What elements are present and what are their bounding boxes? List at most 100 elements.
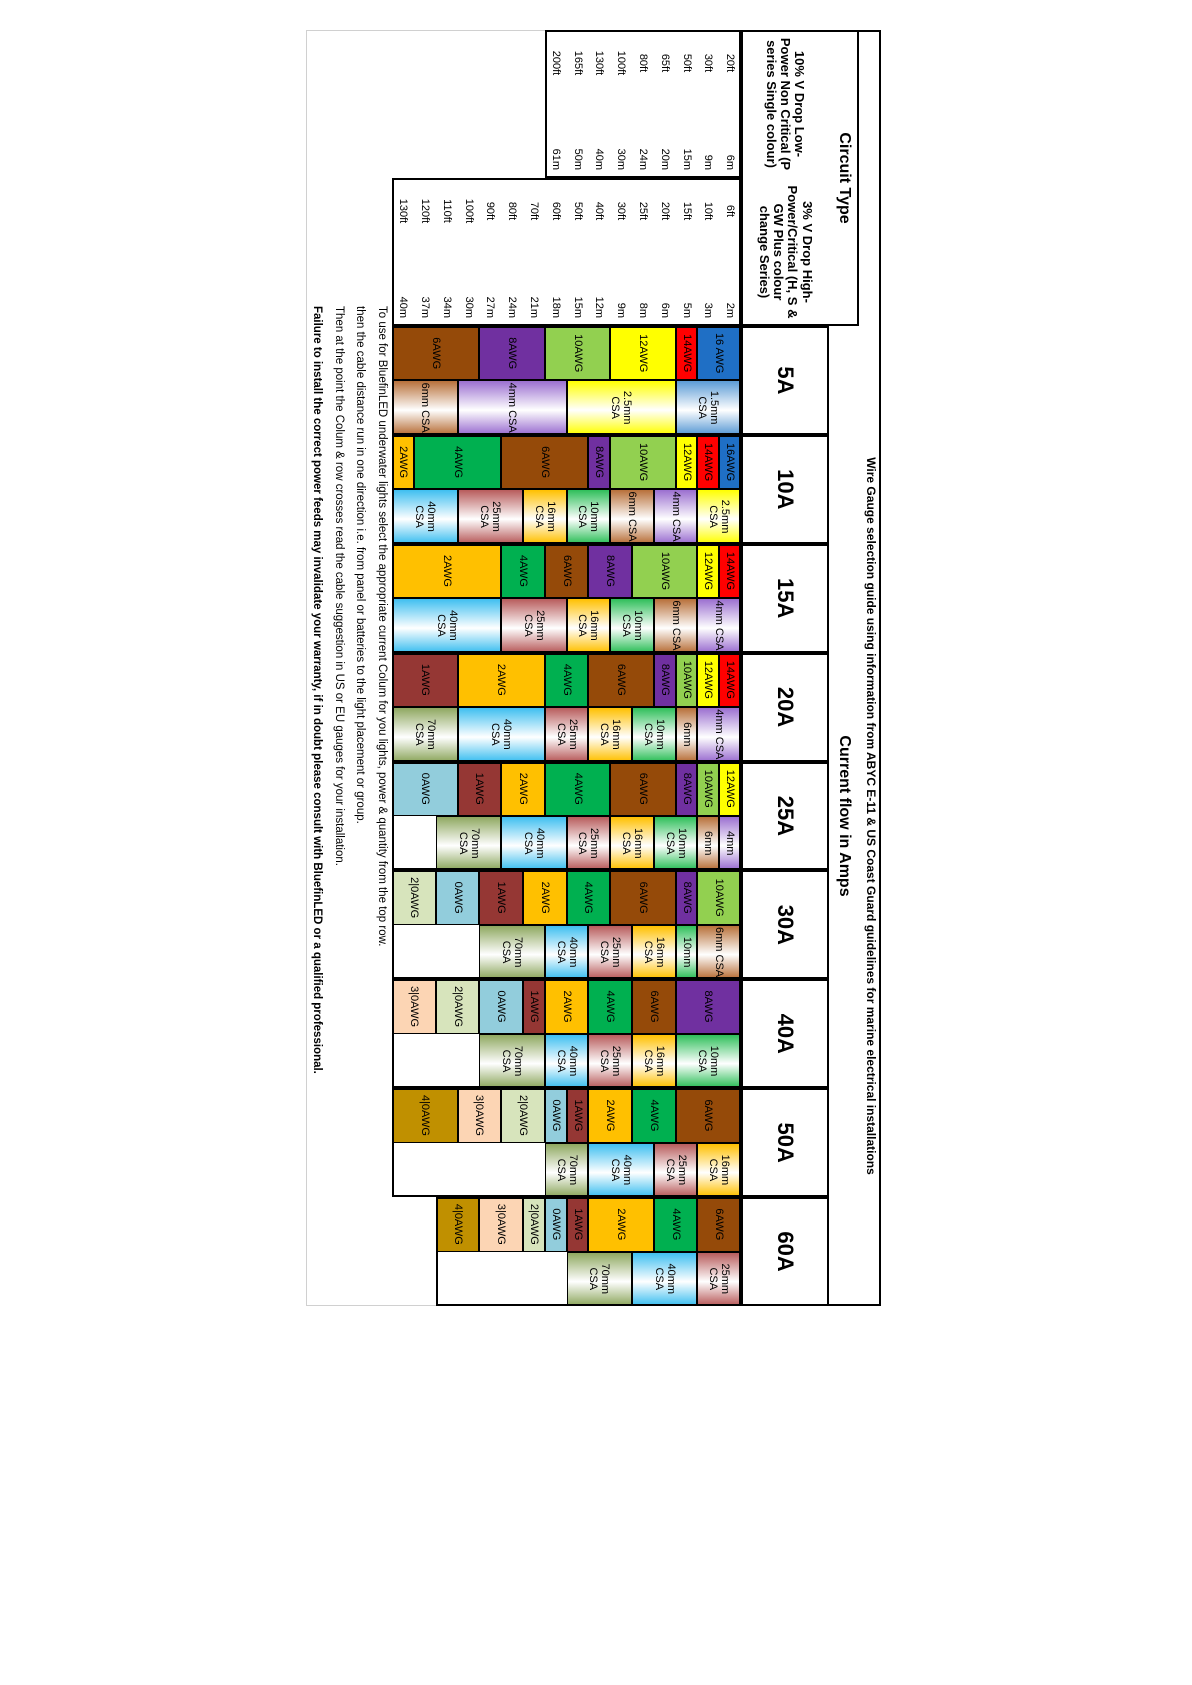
csa-cell: 10mm CSA — [610, 598, 654, 653]
csa-cell: 70mm CSA — [435, 816, 502, 871]
distance: 40ft — [593, 201, 606, 221]
distance: 200ft — [549, 50, 562, 76]
distance: 100ft — [615, 50, 628, 76]
distance: 10ft — [702, 201, 715, 221]
awg-cell: 4AWG — [544, 761, 611, 816]
awg-cell: 2AWG — [457, 652, 545, 708]
awg-cell: 4|0AWG — [392, 1088, 458, 1143]
csa-cell: 6mm CSA — [610, 489, 654, 544]
csa-cell: 25mm CSA — [588, 924, 632, 980]
awg-cell: 1AWG — [566, 1088, 589, 1143]
awg-cell: 8AWG — [653, 652, 676, 708]
csa-cell: 70mm CSA — [392, 707, 458, 762]
awg-cell: 0AWG — [544, 1088, 567, 1143]
distance: 30ft — [615, 201, 628, 221]
distance: 60ft — [549, 201, 562, 221]
csa-cell: 40mm CSA — [392, 489, 458, 544]
csa-cell: 10mm CSA — [632, 707, 676, 762]
csa-cell: 4mm CSA — [697, 598, 741, 653]
distance: 12m — [593, 296, 606, 318]
amp-label: 50A — [773, 1122, 799, 1163]
amp-label: 40A — [773, 1013, 799, 1054]
distance: 6m — [658, 302, 671, 318]
awg-cell: 6AWG — [610, 761, 676, 816]
csa-cell: 16mm CSA — [588, 707, 632, 762]
awg-cell: 6AWG — [392, 326, 480, 381]
awg-cell: 14AWG — [675, 326, 698, 381]
distance: 34m — [440, 296, 453, 318]
csa-cell: 2.5mm CSA — [566, 380, 676, 435]
distance: 50m — [571, 148, 584, 170]
csa-cell: 6mm CSA — [653, 598, 698, 653]
distance: 130ft — [593, 50, 606, 76]
distance: 2m — [724, 302, 737, 318]
distance: 8m — [636, 302, 649, 318]
csa-cell: 70mm CSA — [479, 924, 545, 980]
amp-label: 10A — [773, 469, 799, 510]
awg-cell: 3|0AWG — [457, 1088, 502, 1143]
csa-cell: 10mm CSA — [653, 816, 698, 871]
distance: 40m — [593, 148, 606, 170]
awg-cell: 4|0AWG — [435, 1197, 480, 1252]
distance: 100ft — [462, 198, 475, 224]
awg-cell: 3|0AWG — [479, 1197, 523, 1252]
distance: 21m — [527, 296, 540, 318]
awg-cell: 0AWG — [544, 1197, 567, 1252]
distance: 90ft — [484, 201, 497, 221]
csa-cell: 25mm CSA — [588, 1033, 632, 1089]
csa-cell: 25mm CSA — [457, 489, 523, 544]
distance: 15m — [571, 296, 584, 318]
awg-cell: 6AWG — [501, 434, 589, 490]
distance: 18m — [549, 296, 562, 318]
awg-cell: 8AWG — [675, 979, 741, 1034]
distance: 20m — [658, 148, 671, 170]
distance: 20ft — [724, 53, 737, 73]
current-flow: Current flow in Amps — [835, 735, 853, 897]
csa-cell: 40mm CSA — [544, 924, 589, 980]
awg-cell: 4AWG — [414, 434, 502, 490]
csa-cell: 40mm CSA — [588, 1142, 654, 1198]
awg-cell: 14AWG — [697, 434, 720, 490]
awg-cell: 2AWG — [588, 1197, 654, 1252]
awg-cell: 12AWG — [697, 543, 720, 599]
distance: 5m — [680, 302, 693, 318]
csa-cell: 16mm CSA — [632, 1033, 676, 1089]
csa-cell: 16mm CSA — [523, 489, 567, 544]
csa-cell: 70mm CSA — [566, 1251, 632, 1306]
csa-cell: 6mm — [697, 816, 720, 871]
awg-cell: 4AWG — [588, 979, 632, 1034]
awg-cell: 2AWG — [544, 979, 589, 1034]
csa-cell: 6mm CSA — [392, 380, 458, 435]
distance: 9m — [615, 302, 628, 318]
awg-cell: 12AWG — [610, 326, 676, 381]
awg-cell: 14AWG — [719, 652, 741, 708]
distance: 20ft — [658, 201, 671, 221]
csa-cell: 40mm CSA — [632, 1251, 698, 1306]
csa-cell: 25mm CSA — [566, 816, 611, 871]
circuit-type: Circuit Type — [835, 132, 853, 224]
csa-cell: 4mm CSA — [457, 380, 567, 435]
awg-cell: 4AWG — [501, 543, 545, 599]
amp-label: 15A — [773, 578, 799, 619]
csa-cell: 40mm CSA — [501, 816, 567, 871]
csa-cell: 4mm CSA — [653, 489, 698, 544]
csa-cell: 25mm CSA — [697, 1251, 741, 1306]
awg-cell: 16 AWG — [697, 326, 741, 381]
note: To use for BluefinLED underwater lights … — [375, 306, 388, 947]
awg-cell: 6AWG — [632, 979, 676, 1034]
awg-cell: 3|0AWG — [392, 979, 436, 1034]
distance: 24m — [506, 296, 519, 318]
awg-cell: 2|0AWG — [523, 1197, 545, 1252]
distance: 130ft — [397, 198, 410, 224]
csa-cell: 6mm CSA — [697, 924, 741, 980]
distance: 37m — [418, 296, 431, 318]
awg-cell: 2AWG — [392, 543, 502, 599]
awg-cell: 2AWG — [392, 434, 414, 490]
csa-cell: 10mm CSA — [566, 489, 611, 544]
distance: 40m — [397, 296, 410, 318]
awg-cell: 12AWG — [719, 761, 741, 816]
awg-cell: 4AWG — [544, 652, 589, 708]
distance: 70ft — [527, 201, 540, 221]
distance: 15ft — [680, 201, 693, 221]
